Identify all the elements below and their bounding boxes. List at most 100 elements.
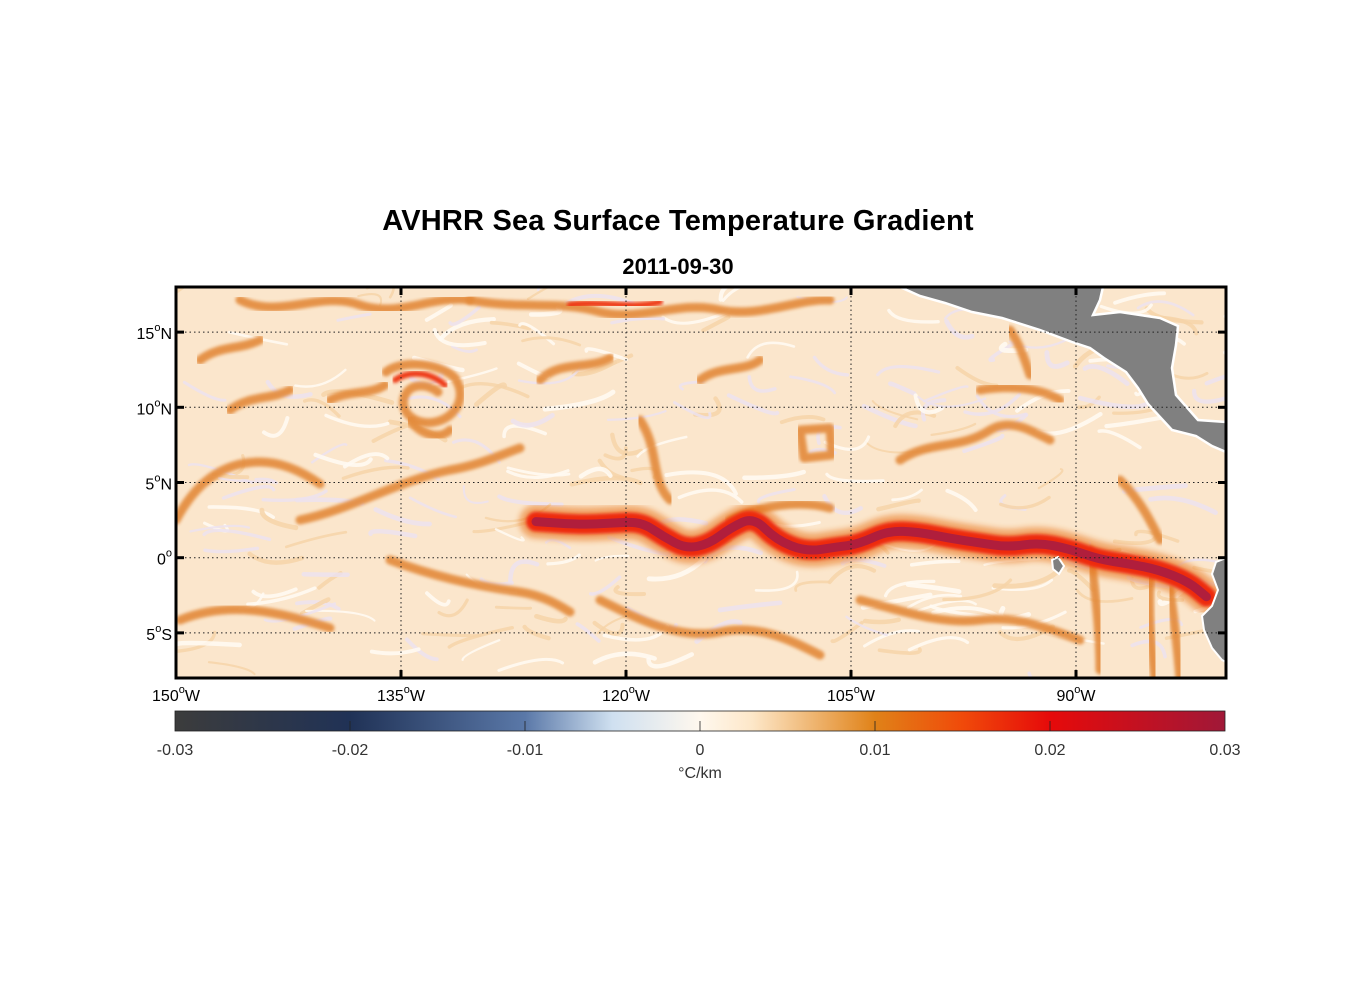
texture-swirl	[871, 400, 919, 421]
texture-swirl	[877, 647, 922, 655]
texture-swirl	[922, 385, 969, 403]
texture-swirl	[368, 529, 418, 539]
texture-swirl	[176, 640, 242, 648]
texture-swirl	[861, 403, 918, 429]
texture-swirl	[845, 615, 888, 637]
temperature-fronts	[176, 294, 1224, 678]
texture-swirl	[909, 559, 961, 567]
texture-swirl	[425, 591, 451, 607]
temperature-front	[325, 380, 390, 405]
temperature-front	[1144, 575, 1160, 678]
texture-swirl	[962, 433, 1005, 454]
texture-swirl	[294, 368, 347, 388]
texture-swirl	[459, 381, 530, 399]
temperature-front	[225, 385, 295, 415]
texture-swirl	[1077, 395, 1148, 410]
texture-swirl	[594, 554, 630, 562]
temperature-front	[535, 353, 615, 385]
texture-swirl	[812, 355, 850, 377]
texture-swirl	[988, 340, 1018, 363]
texture-swirl	[247, 551, 305, 565]
equatorial-front-core	[531, 516, 1211, 602]
texture-swirl	[718, 287, 731, 302]
texture-swirl	[701, 315, 731, 333]
lon-label: 135oW	[377, 684, 426, 705]
texture-swirl	[176, 287, 187, 294]
texture-swirl	[262, 416, 290, 438]
texture-swirl	[502, 424, 547, 439]
texture-swirl	[301, 571, 350, 577]
texture-swirl	[424, 303, 453, 322]
texture-swirl	[261, 489, 328, 503]
texture-swirl	[921, 398, 947, 422]
map-title: AVHRR Sea Surface Temperature Gradient	[382, 205, 974, 237]
texture-swirl	[1148, 495, 1218, 515]
texture-swirl	[534, 613, 568, 624]
texture-swirl	[494, 528, 525, 542]
texture-swirl	[221, 485, 276, 500]
texture-swirl	[544, 538, 572, 550]
temperature-front	[855, 595, 1085, 645]
texture-swirl	[942, 578, 1013, 602]
texture-swirl	[930, 422, 977, 437]
temperature-front	[295, 443, 525, 525]
texture-swirl	[746, 341, 796, 359]
texture-swirl	[448, 305, 482, 326]
colorbar: -0.03 -0.02 -0.01 0 0.01 0.02 0.03 °C/km	[157, 710, 1241, 782]
texture-swirl	[862, 617, 901, 625]
texture-swirl	[517, 365, 582, 385]
texture-swirl	[203, 546, 260, 554]
map-area	[176, 287, 1226, 678]
texture-swirl	[189, 524, 251, 533]
texture-swirl	[1192, 565, 1226, 575]
lat-label: 0o	[157, 548, 172, 569]
texture-swirl	[717, 600, 783, 613]
latitude-labels: 15oN 10oN 5oN 0o 5oS	[137, 322, 172, 644]
gradient-texture	[176, 287, 1226, 678]
colorbar-tick-label: -0.01	[507, 742, 544, 759]
texture-swirl	[1082, 364, 1130, 386]
texture-swirl	[1221, 574, 1226, 588]
texture-swirl	[569, 475, 643, 487]
map-ticks	[176, 287, 1226, 678]
temperature-front	[975, 383, 1065, 405]
texture-swirl	[497, 494, 564, 507]
texture-swirl	[336, 312, 372, 322]
lon-label: 120oW	[602, 684, 651, 705]
colorbar-unit: °C/km	[678, 765, 722, 782]
texture-swirl	[888, 381, 917, 396]
land-mass	[899, 287, 1226, 664]
texture-swirl	[945, 488, 978, 512]
lat-label: 5oN	[145, 473, 172, 494]
texture-swirl	[613, 585, 647, 597]
temperature-front	[895, 420, 1055, 465]
texture-swirl	[757, 488, 796, 504]
texture-swirl	[571, 360, 617, 377]
texture-swirl	[437, 598, 469, 618]
texture-swirl	[508, 559, 540, 583]
texture-swirl	[742, 469, 806, 481]
texture-swirl	[999, 495, 1051, 510]
texture-swirl	[497, 657, 565, 672]
texture-swirl	[438, 317, 496, 342]
texture-swirl	[408, 496, 458, 519]
temperature-front	[385, 555, 575, 617]
texture-swirl	[592, 620, 625, 636]
texture-swirl	[863, 629, 921, 648]
texture-swirl	[754, 570, 799, 592]
texture-swirl	[447, 626, 514, 649]
texture-swirl	[1136, 300, 1195, 317]
colorbar-tick-label: 0.01	[859, 742, 890, 759]
texture-swirl	[432, 327, 487, 348]
texture-swirl	[1220, 627, 1226, 637]
texture-swirl	[182, 380, 227, 402]
lon-label: 90oW	[1056, 684, 1096, 705]
texture-swirl	[489, 320, 532, 331]
texture-swirl	[405, 637, 439, 662]
temperature-front	[695, 355, 765, 385]
galapagos-islands	[1050, 555, 1066, 576]
texture-swirl	[905, 582, 962, 594]
lat-label: 5oS	[146, 623, 172, 644]
lat-label: 10oN	[137, 397, 172, 418]
